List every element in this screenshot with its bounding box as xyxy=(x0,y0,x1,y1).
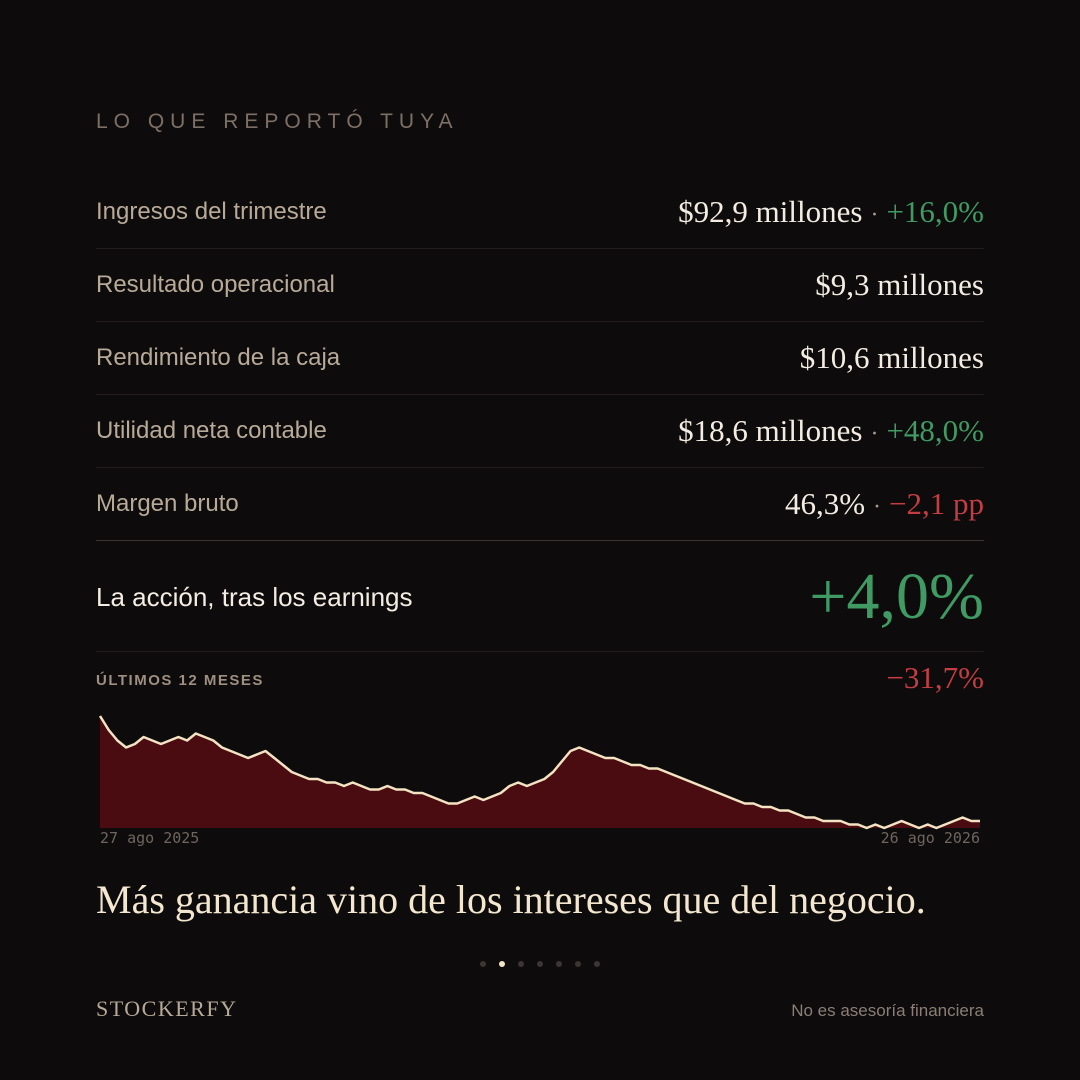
metric-row: Resultado operacional $9,3 millones xyxy=(96,249,984,322)
metric-label: Utilidad neta contable xyxy=(96,417,327,444)
pagination-dot[interactable] xyxy=(518,961,524,967)
metric-change: +48,0% xyxy=(886,413,984,448)
ytd-label: ÚLTIMOS 12 MESES xyxy=(96,672,264,689)
earnings-card: LO QUE REPORTÓ TUYA Ingresos del trimest… xyxy=(96,0,984,1080)
metric-value-group: $92,9 millones · +16,0% xyxy=(678,194,984,230)
metric-separator: · xyxy=(873,494,882,520)
metric-separator: · xyxy=(870,202,879,228)
pagination-dot[interactable] xyxy=(480,961,486,967)
pagination-dots xyxy=(480,961,600,967)
chart-end-date: 26 ago 2026 xyxy=(880,829,980,847)
price-line xyxy=(98,715,980,830)
metric-value-group: 46,3% · −2,1 pp xyxy=(785,486,984,522)
pagination-dot[interactable] xyxy=(575,961,581,967)
metric-value: $9,3 millones xyxy=(815,267,984,302)
metric-row: Utilidad neta contable $18,6 millones · +4… xyxy=(96,395,984,468)
metric-value: 46,3% xyxy=(784,486,866,521)
metric-row: Ingresos del trimestre $92,9 millones · +1… xyxy=(96,176,984,249)
metric-change: −2,1 pp xyxy=(889,486,984,521)
metric-value: $92,9 millones xyxy=(678,194,863,229)
pagination-dot[interactable] xyxy=(594,961,600,967)
metric-separator: · xyxy=(870,421,879,447)
stock-reaction-row: La acción, tras los earnings +4,0% xyxy=(96,543,984,652)
metric-label: Rendimiento de la caja xyxy=(96,344,341,371)
disclaimer: No es asesoría financiera xyxy=(791,1001,984,1020)
metric-label: Ingresos del trimestre xyxy=(96,198,327,225)
metric-value-group: $9,3 millones xyxy=(815,267,984,303)
brand-logo: STOCKERFY xyxy=(96,996,238,1021)
pagination-dot[interactable] xyxy=(537,961,543,967)
stock-reaction-label: La acción, tras los earnings xyxy=(96,581,413,612)
ytd-value: −31,7% xyxy=(886,660,984,695)
metric-row: Margen bruto 46,3% · −2,1 pp xyxy=(96,468,984,541)
metric-value-group: $10,6 millones xyxy=(800,340,984,376)
chart-start-date: 27 ago 2025 xyxy=(100,829,200,847)
metric-value: $10,6 millones xyxy=(799,340,984,375)
price-area xyxy=(100,716,980,828)
metric-change: +16,0% xyxy=(886,194,984,229)
metrics-list: Ingresos del trimestre $92,9 millones · +1… xyxy=(96,176,984,541)
metric-value-group: $18,6 millones · +48,0% xyxy=(678,413,984,449)
metric-value: $18,6 millones xyxy=(678,413,863,448)
pagination-dot-active[interactable] xyxy=(499,961,505,967)
metric-label: Margen bruto xyxy=(96,490,239,517)
pagination-dot[interactable] xyxy=(556,961,562,967)
metric-label: Resultado operacional xyxy=(96,271,335,298)
section-eyebrow: LO QUE REPORTÓ TUYA xyxy=(96,110,459,133)
price-chart xyxy=(98,715,980,830)
stock-reaction-value: +4,0% xyxy=(809,560,984,633)
metric-row: Rendimiento de la caja $10,6 millones xyxy=(96,322,984,395)
headline: Más ganancia vino de los intereses que d… xyxy=(96,877,926,922)
